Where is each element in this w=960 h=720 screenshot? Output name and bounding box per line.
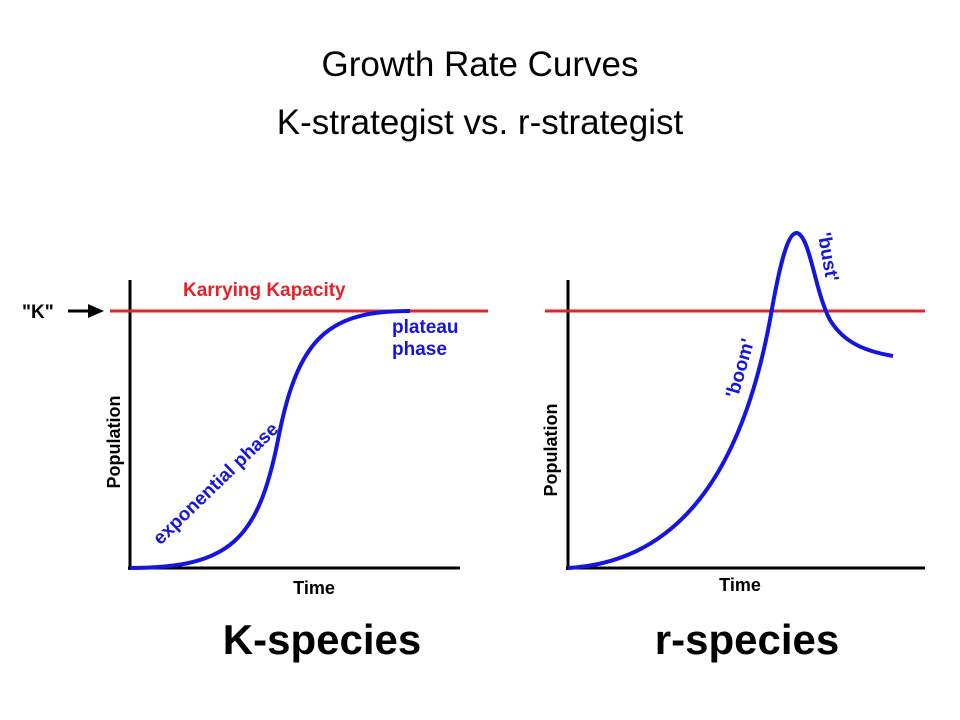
- k-diagram: "K" Karrying Kapacity plateau phase expo…: [22, 280, 488, 663]
- x-axis-label: Time: [719, 575, 761, 595]
- k-marker: "K": [22, 302, 54, 323]
- x-axis-label: Time: [293, 578, 335, 598]
- bust-label: 'bust': [813, 231, 842, 283]
- caption: K-species: [223, 616, 421, 663]
- sigmoid-curve: [129, 309, 411, 570]
- title-line: Growth Rate Curves: [321, 45, 638, 84]
- caption: r-species: [655, 616, 839, 663]
- arrow-head: [88, 304, 104, 318]
- y-axis-label: Population: [104, 396, 124, 489]
- exponential-label: exponential phase: [149, 419, 283, 549]
- y-axis-label: Population: [541, 404, 561, 497]
- plateau-label: phase: [392, 339, 447, 360]
- boom-bust-curve: [567, 231, 894, 570]
- plateau-label: plateau: [392, 317, 459, 338]
- title-line: K-strategist vs. r-strategist: [277, 103, 684, 142]
- capacity-label: Karrying Kapacity: [183, 280, 346, 301]
- r-diagram: 'boom' 'bust' Population Time r-species: [541, 231, 925, 663]
